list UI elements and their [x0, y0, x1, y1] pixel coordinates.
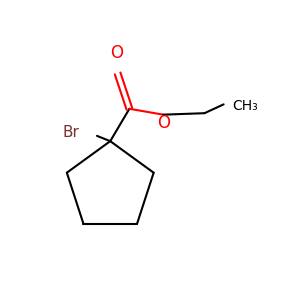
Text: CH₃: CH₃ [232, 99, 258, 113]
Text: O: O [110, 44, 124, 62]
Text: O: O [157, 114, 170, 132]
Text: Br: Br [62, 125, 79, 140]
